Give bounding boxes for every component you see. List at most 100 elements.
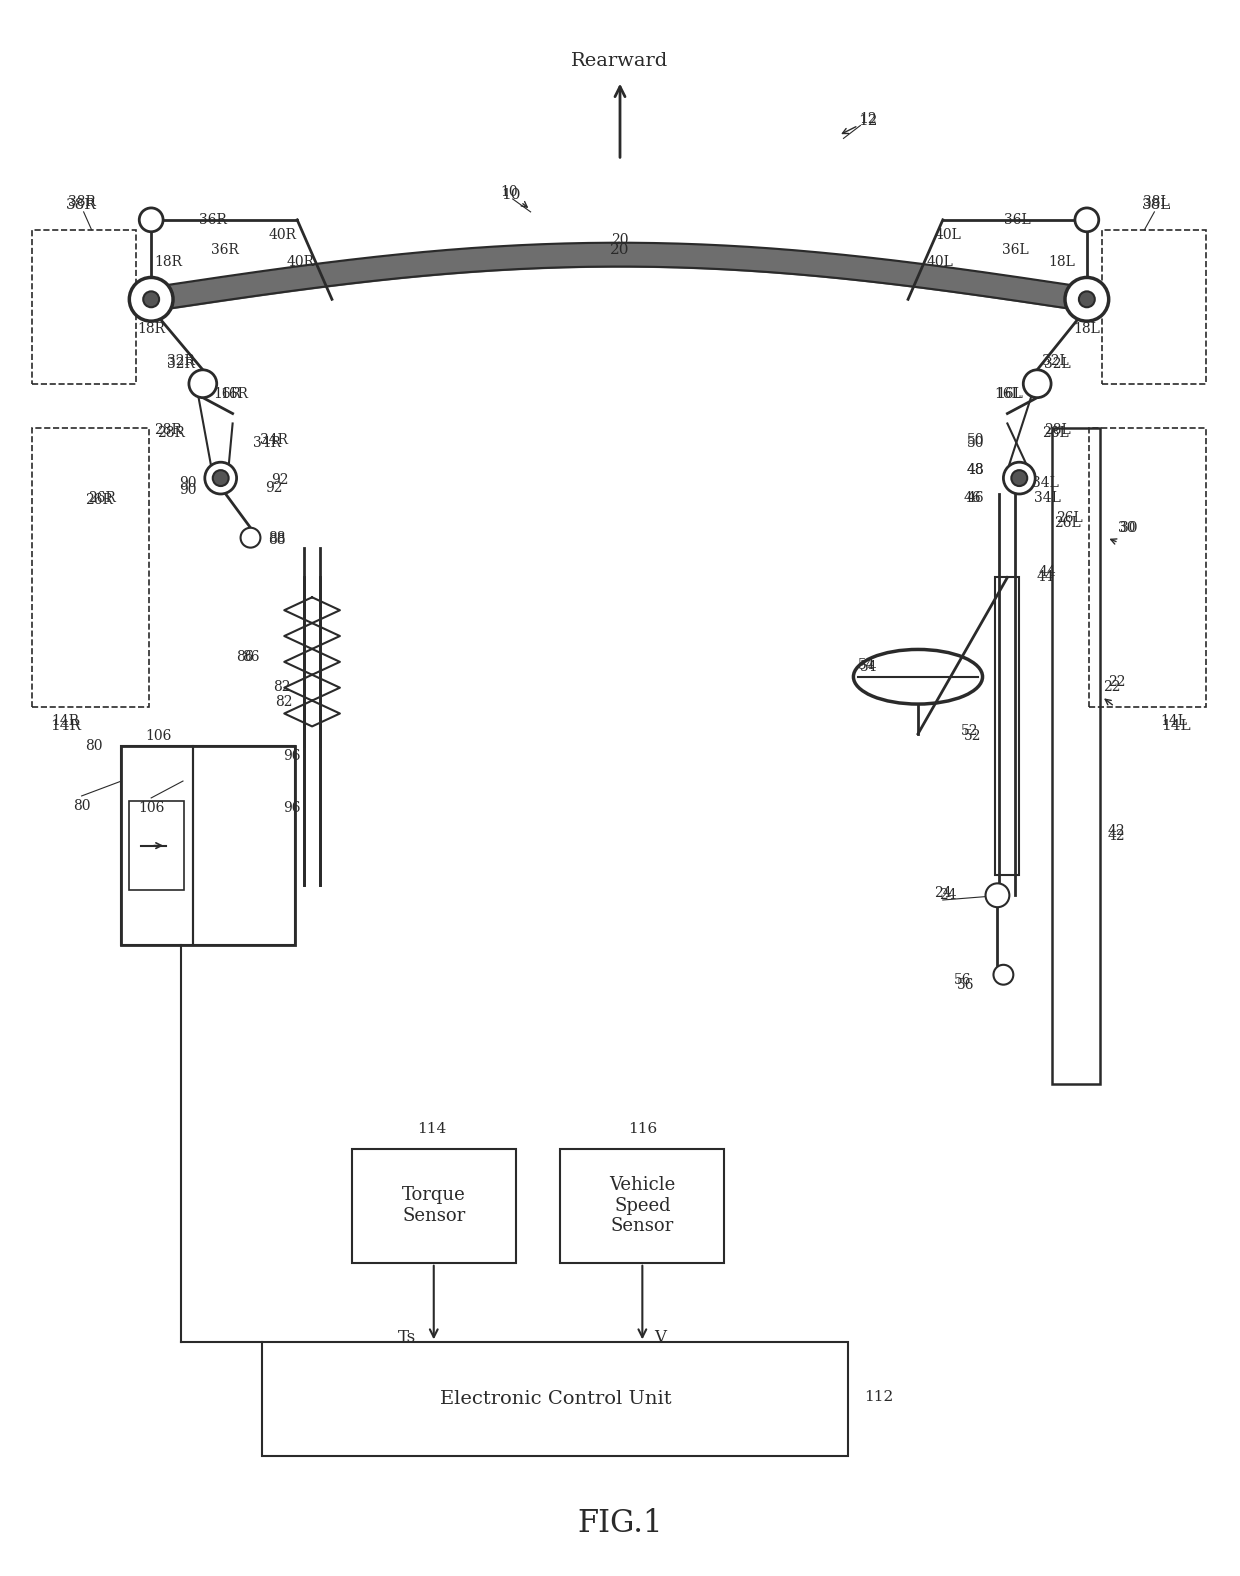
Text: 82: 82 xyxy=(275,695,293,709)
Bar xyxy=(122,747,193,946)
Text: 90: 90 xyxy=(179,476,197,490)
Text: 36R: 36R xyxy=(211,243,238,257)
Text: 48: 48 xyxy=(967,463,985,478)
Text: Torque
Sensor: Torque Sensor xyxy=(402,1187,466,1225)
Text: 12: 12 xyxy=(858,113,878,128)
Circle shape xyxy=(1079,292,1095,307)
Text: 18L: 18L xyxy=(1049,255,1075,268)
Bar xyxy=(263,1343,848,1456)
Text: 80: 80 xyxy=(73,799,91,813)
Text: 26R: 26R xyxy=(84,493,113,507)
Text: 16L: 16L xyxy=(994,386,1021,400)
Text: 80: 80 xyxy=(84,739,103,753)
Text: 92: 92 xyxy=(265,481,283,495)
Text: 32R: 32R xyxy=(167,355,195,367)
Circle shape xyxy=(1012,470,1027,485)
Text: 54: 54 xyxy=(859,660,877,675)
Text: 38L: 38L xyxy=(1142,199,1171,211)
Text: 106: 106 xyxy=(145,730,171,744)
Text: 44: 44 xyxy=(1038,566,1056,580)
Text: 106: 106 xyxy=(138,801,165,815)
Circle shape xyxy=(241,528,260,547)
Bar xyxy=(1102,230,1207,383)
Text: 34R: 34R xyxy=(260,433,289,448)
Bar xyxy=(129,801,184,890)
Text: 34L: 34L xyxy=(1032,476,1059,490)
Text: 14L: 14L xyxy=(1162,719,1192,733)
Text: Ts: Ts xyxy=(398,1329,415,1346)
Text: 10: 10 xyxy=(501,188,521,202)
Text: 28R: 28R xyxy=(154,424,182,438)
Text: 30: 30 xyxy=(1120,520,1137,534)
Text: 48: 48 xyxy=(967,463,985,478)
Circle shape xyxy=(129,277,174,322)
Text: 20: 20 xyxy=(611,233,629,247)
Text: 16R: 16R xyxy=(221,386,248,400)
Text: 56: 56 xyxy=(954,972,971,987)
Text: 40R: 40R xyxy=(268,229,296,241)
Text: 28L: 28L xyxy=(1042,427,1069,440)
Text: 14R: 14R xyxy=(51,719,82,733)
Text: 26L: 26L xyxy=(1055,511,1083,525)
Text: 18R: 18R xyxy=(138,322,165,336)
Text: 52: 52 xyxy=(963,730,981,744)
Text: 22: 22 xyxy=(1102,679,1121,693)
Text: 112: 112 xyxy=(863,1390,893,1404)
Text: 88: 88 xyxy=(269,531,286,545)
Text: 50: 50 xyxy=(967,437,985,451)
Text: Vehicle
Speed
Sensor: Vehicle Speed Sensor xyxy=(609,1176,676,1236)
Text: 86: 86 xyxy=(236,649,253,663)
Text: 26R: 26R xyxy=(88,492,115,504)
Text: 42: 42 xyxy=(1107,824,1126,838)
Text: 90: 90 xyxy=(179,482,197,496)
Circle shape xyxy=(986,884,1009,908)
Text: 86: 86 xyxy=(242,649,259,663)
Text: 36L: 36L xyxy=(1004,213,1030,227)
Circle shape xyxy=(213,470,228,485)
Text: Electronic Control Unit: Electronic Control Unit xyxy=(440,1390,671,1409)
Text: 92: 92 xyxy=(272,473,289,487)
Circle shape xyxy=(1065,277,1109,322)
Text: 28L: 28L xyxy=(1044,424,1070,438)
Text: 32L: 32L xyxy=(1042,355,1069,367)
Text: 32L: 32L xyxy=(1044,356,1070,370)
Text: 88: 88 xyxy=(269,533,286,547)
Text: 96: 96 xyxy=(284,749,301,763)
Text: 46: 46 xyxy=(963,492,981,504)
Circle shape xyxy=(205,462,237,493)
Bar xyxy=(32,230,136,383)
Text: 10: 10 xyxy=(500,184,517,199)
Bar xyxy=(1052,429,1100,1084)
Text: 28R: 28R xyxy=(157,427,185,440)
Text: 18L: 18L xyxy=(1074,322,1100,336)
Text: 44: 44 xyxy=(1037,571,1054,585)
Bar xyxy=(122,747,295,946)
Text: 34R: 34R xyxy=(253,437,281,451)
Text: 82: 82 xyxy=(274,679,291,693)
Text: 46: 46 xyxy=(967,492,985,504)
Text: 40L: 40L xyxy=(926,255,954,268)
Bar xyxy=(560,1149,724,1262)
Circle shape xyxy=(139,208,164,232)
Text: 42: 42 xyxy=(1107,829,1126,843)
Text: 56: 56 xyxy=(957,977,975,991)
Text: 40L: 40L xyxy=(935,229,961,241)
Text: 18R: 18R xyxy=(154,255,182,268)
Circle shape xyxy=(188,370,217,397)
Text: 52: 52 xyxy=(961,725,978,739)
Text: 40R: 40R xyxy=(286,255,314,268)
Text: 54: 54 xyxy=(858,657,875,671)
Text: 22: 22 xyxy=(1107,675,1126,689)
Circle shape xyxy=(144,292,159,307)
Text: 24: 24 xyxy=(934,886,951,900)
Text: 50: 50 xyxy=(967,433,985,448)
Text: 16R: 16R xyxy=(213,386,242,400)
Circle shape xyxy=(1023,370,1052,397)
Text: 116: 116 xyxy=(629,1122,657,1136)
Text: 114: 114 xyxy=(417,1122,446,1136)
Circle shape xyxy=(1075,208,1099,232)
Bar xyxy=(193,747,295,946)
Text: FIG.1: FIG.1 xyxy=(578,1508,662,1538)
Circle shape xyxy=(1003,462,1035,493)
Text: 24: 24 xyxy=(939,889,956,903)
